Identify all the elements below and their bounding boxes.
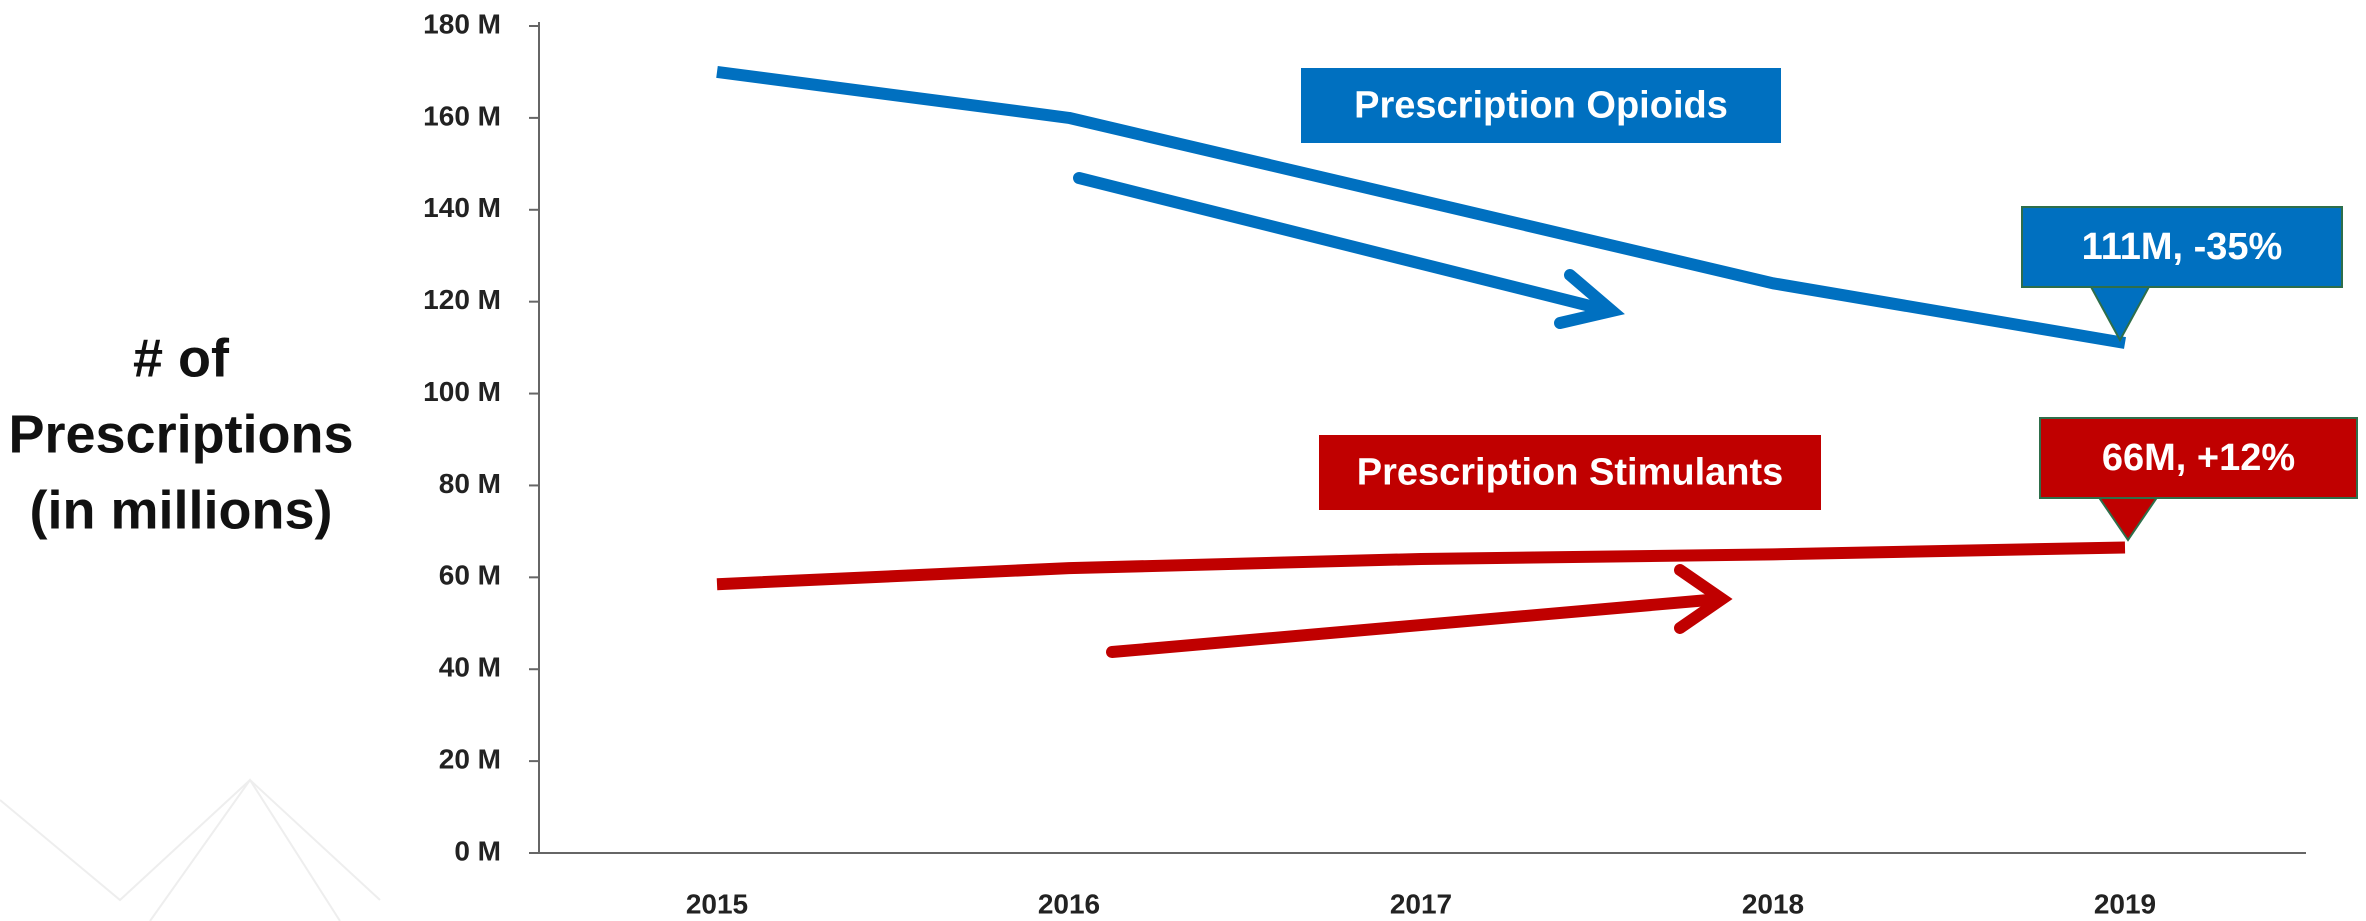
y-axis-label: (in millions) bbox=[30, 480, 333, 540]
y-tick-label: 40 M bbox=[439, 652, 501, 683]
y-tick-label: 180 M bbox=[423, 8, 501, 39]
y-axis-label: Prescriptions bbox=[8, 404, 353, 464]
y-tick-label: 0 M bbox=[454, 835, 501, 866]
series-label-box bbox=[1301, 68, 1781, 143]
y-tick-label: 120 M bbox=[423, 284, 501, 315]
series-line bbox=[716, 65, 2127, 349]
series-label: Prescription Stimulants bbox=[1357, 452, 1784, 494]
y-tick-label: 80 M bbox=[439, 468, 501, 499]
callout-pointer bbox=[2088, 284, 2152, 343]
x-tick-label: 2019 bbox=[2094, 888, 2156, 919]
series-label: Prescription Opioids bbox=[1354, 85, 1728, 127]
y-tick-label: 160 M bbox=[423, 100, 501, 131]
x-tick-label: 2016 bbox=[1038, 888, 1100, 919]
y-tick-label: 100 M bbox=[423, 376, 501, 407]
callout-label: 111M, -35% bbox=[2082, 226, 2283, 268]
y-tick-label: 60 M bbox=[439, 560, 501, 591]
callout-box bbox=[2039, 417, 2358, 499]
series-line bbox=[716, 541, 2126, 591]
callout-pointer bbox=[2096, 495, 2160, 542]
y-tick-label: 140 M bbox=[423, 192, 501, 223]
background-decoration bbox=[0, 778, 381, 921]
callout-box bbox=[2021, 206, 2343, 288]
x-tick-label: 2015 bbox=[686, 888, 748, 919]
trend-arrow bbox=[1073, 172, 1625, 329]
series-label-box bbox=[1319, 435, 1821, 510]
trend-arrow bbox=[1106, 564, 1733, 658]
x-tick-label: 2018 bbox=[1742, 888, 1804, 919]
callout-label: 66M, +12% bbox=[2102, 437, 2295, 479]
y-axis-label: # of bbox=[133, 328, 230, 388]
y-tick-label: 20 M bbox=[439, 744, 501, 775]
x-tick-label: 2017 bbox=[1390, 888, 1452, 919]
